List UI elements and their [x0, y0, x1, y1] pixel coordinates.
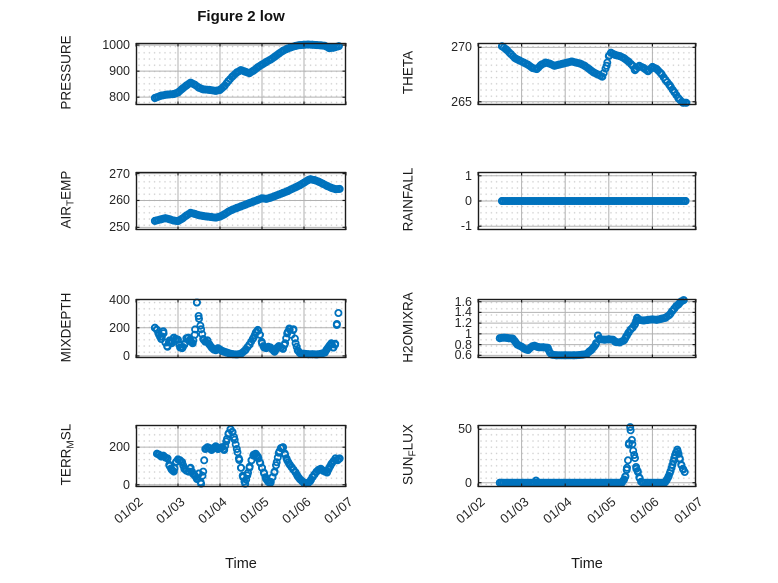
y-tick-label-h2omixra: 0.8 — [454, 337, 472, 352]
y-tick-label-air-temp: 260 — [109, 193, 130, 208]
y-tick-label-air-temp: 250 — [109, 220, 130, 235]
rainfall-chart-canvas — [477, 171, 697, 231]
y-tick-label-rainfall: -1 — [460, 219, 472, 234]
y-tick-label-h2omixra: 1.6 — [454, 294, 472, 309]
y-tick-label-terr-msl: 200 — [109, 440, 130, 455]
subplot-pressure — [135, 40, 347, 106]
mixdepth-chart-canvas — [135, 298, 347, 359]
y-axis-label-text: AIR — [58, 205, 74, 229]
x-tick-label: 01/03 — [496, 494, 532, 527]
y-axis-label-text: H2OMIXRA — [400, 291, 416, 363]
y-tick-label-mixdepth: 0 — [123, 348, 130, 363]
y-tick-label-theta: 265 — [451, 94, 472, 109]
subplot-rainfall — [477, 171, 697, 231]
y-axis-label-text: PRESSURE — [58, 35, 74, 110]
y-axis-label-terr-msl: TERRMSL — [58, 375, 77, 535]
y-axis-label-text: MIXDEPTH — [58, 292, 74, 362]
y-tick-label-air-temp: 270 — [109, 166, 130, 181]
x-tick-label: 01/06 — [627, 494, 663, 527]
pressure-chart-canvas — [135, 40, 347, 106]
subplot-mixdepth — [135, 298, 347, 359]
y-axis-label-subscript: T — [65, 199, 77, 206]
y-tick-label-pressure: 1000 — [102, 38, 130, 53]
y-tick-label-rainfall: 1 — [465, 168, 472, 183]
y-axis-label-text: THETA — [400, 50, 416, 95]
y-axis-label-subscript: M — [65, 440, 77, 449]
x-tick-label: 01/07 — [671, 494, 706, 527]
sun-flux-chart-canvas — [477, 423, 697, 488]
subplot-sun-flux — [477, 423, 697, 488]
y-axis-label-text: TERR — [58, 448, 74, 486]
y-axis-label-text: RAINFALL — [400, 167, 416, 232]
y-tick-label-h2omixra: 1.4 — [454, 305, 472, 320]
y-axis-label-text: SUN — [400, 456, 416, 485]
subplot-air-temp — [135, 171, 347, 231]
y-tick-label-h2omixra: 0.6 — [454, 348, 472, 363]
x-axis-label-right: Time — [571, 556, 603, 572]
y-tick-label-theta: 270 — [451, 40, 472, 55]
y-tick-label-terr-msl: 0 — [123, 477, 130, 492]
x-tick-label: 01/04 — [540, 494, 575, 527]
y-axis-label-sun-flux: SUNFLUX — [400, 375, 419, 535]
y-axis-label-text: EMP — [58, 170, 74, 200]
x-tick-label: 01/07 — [321, 494, 356, 527]
y-tick-label-sun-flux: 50 — [458, 422, 472, 437]
x-tick-label: 01/02 — [111, 494, 146, 527]
y-tick-label-mixdepth: 200 — [109, 320, 130, 335]
terr-msl-chart-canvas — [135, 424, 347, 488]
theta-chart-canvas — [477, 42, 697, 107]
subplot-terr-msl — [135, 424, 347, 488]
y-tick-label-rainfall: 0 — [465, 194, 472, 208]
subplot-h2omixra — [477, 296, 697, 360]
x-axis-label-left: Time — [225, 556, 257, 572]
y-axis-label-subscript: F — [407, 450, 419, 457]
y-axis-label-text: LUX — [400, 424, 416, 451]
x-tick-label: 01/06 — [279, 494, 314, 527]
y-tick-label-h2omixra: 1 — [465, 326, 472, 341]
y-tick-label-pressure: 900 — [109, 64, 130, 79]
subplot-theta — [477, 42, 697, 107]
x-tick-label: 01/05 — [237, 494, 272, 527]
figure-title: Figure 2 low — [197, 8, 285, 25]
y-axis-label-text: SL — [58, 423, 74, 441]
x-tick-label: 01/05 — [583, 494, 619, 527]
air-temp-chart-canvas — [135, 171, 347, 231]
h2omixra-chart-canvas — [477, 296, 697, 360]
y-tick-label-mixdepth: 400 — [109, 292, 130, 307]
y-tick-label-sun-flux: 0 — [465, 475, 472, 490]
y-tick-label-pressure: 800 — [109, 90, 130, 105]
x-tick-label: 01/03 — [153, 494, 188, 527]
x-tick-label: 01/04 — [195, 494, 230, 527]
x-tick-label: 01/02 — [453, 494, 488, 527]
y-tick-label-h2omixra: 1.2 — [454, 316, 472, 331]
